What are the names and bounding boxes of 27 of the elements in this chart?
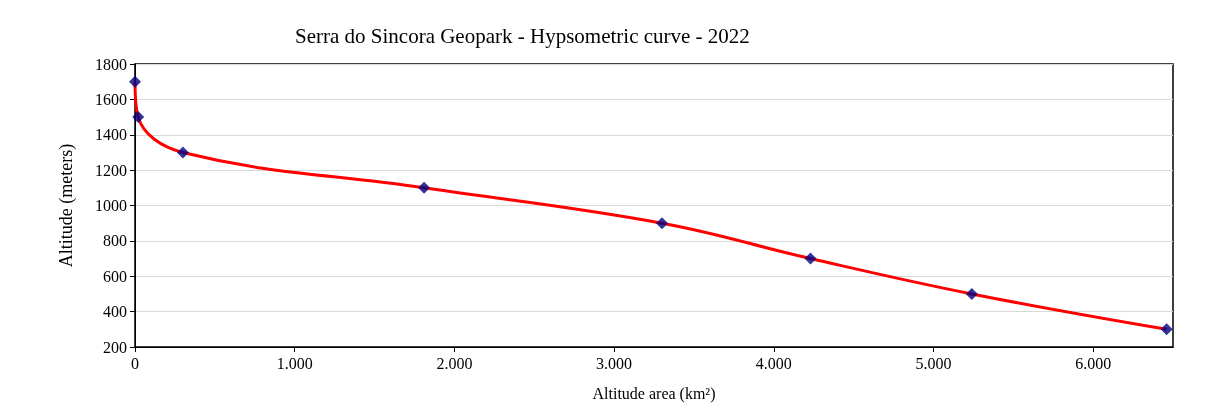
x-tick-label: 6.000 bbox=[1075, 354, 1112, 372]
y-axis-title: Altitude (meters) bbox=[56, 143, 77, 268]
point bbox=[132, 111, 145, 124]
point bbox=[655, 217, 668, 230]
y-tick-label: 1200 bbox=[95, 161, 127, 179]
point bbox=[129, 75, 141, 88]
point bbox=[965, 287, 978, 300]
x-tick-label: 5.000 bbox=[915, 354, 952, 372]
y-tick-label: 1600 bbox=[95, 90, 127, 108]
y-tick-label: 400 bbox=[103, 303, 127, 321]
point bbox=[176, 146, 189, 159]
x-tick-label: 0 bbox=[131, 354, 139, 372]
point bbox=[804, 252, 817, 265]
chart-title: Serra do Sincora Geopark - Hypsometric curve - 2022 bbox=[295, 23, 750, 48]
point bbox=[418, 181, 431, 194]
x-tick-label: 1.000 bbox=[276, 354, 313, 372]
y-tick-label: 600 bbox=[103, 267, 127, 285]
y-tick-label: 1400 bbox=[95, 126, 127, 144]
x-tick-label: 2.000 bbox=[436, 354, 473, 372]
x-tick-label: 4.000 bbox=[755, 354, 792, 372]
y-tick-label: 200 bbox=[103, 338, 127, 356]
y-tick-label: 1000 bbox=[95, 197, 127, 214]
y-tick-label: 800 bbox=[103, 232, 127, 250]
point bbox=[1160, 323, 1173, 336]
x-tick-label: 3.000 bbox=[596, 354, 633, 372]
y-tick-label: 1800 bbox=[95, 55, 127, 73]
x-axis-title: Altitude area (km²) bbox=[592, 384, 716, 403]
